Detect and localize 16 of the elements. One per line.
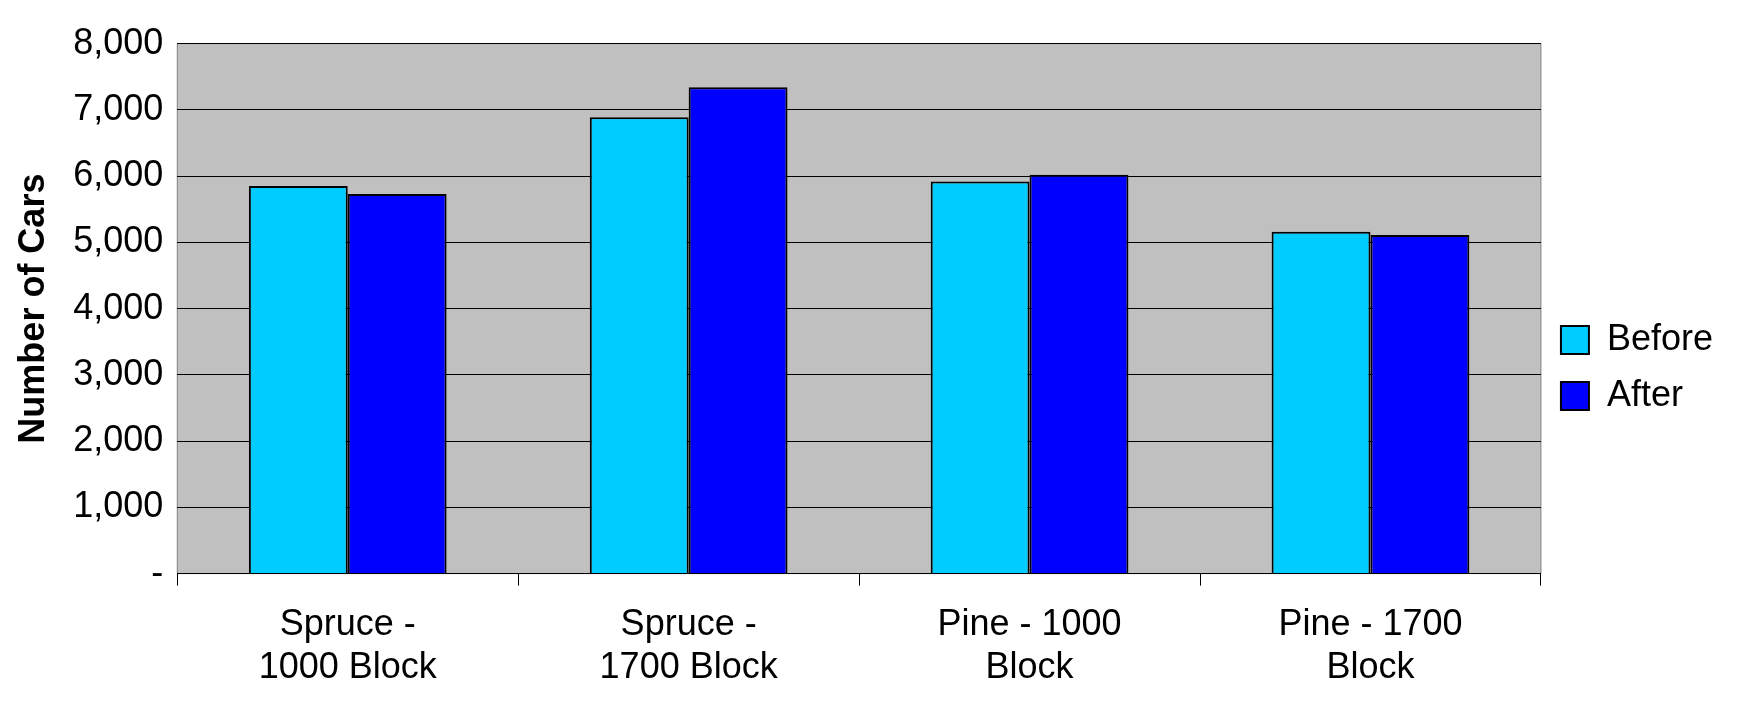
legend-label: Before <box>1606 316 1714 358</box>
x-tick-label: Pine - 1700 Block <box>1278 602 1463 687</box>
y-tick-label: 6,000 <box>73 153 164 195</box>
y-tick-label: 3,000 <box>73 351 164 393</box>
y-tick-label: 4,000 <box>73 285 164 327</box>
y-axis-title: Number of Cars <box>10 173 52 444</box>
y-tick-label: 1,000 <box>73 484 164 526</box>
y-tick-label: 8,000 <box>73 20 164 62</box>
x-tick-label: Spruce - 1700 Block <box>599 602 779 687</box>
legend-label: After <box>1606 372 1683 414</box>
y-tick-label: 2,000 <box>73 418 164 460</box>
y-tick-label: 7,000 <box>73 86 164 128</box>
x-tick-label: Spruce - 1000 Block <box>258 602 438 687</box>
y-tick-label: - <box>151 550 164 592</box>
x-tick-label: Pine - 1000 Block <box>937 602 1122 687</box>
y-tick-label: 5,000 <box>73 219 164 261</box>
